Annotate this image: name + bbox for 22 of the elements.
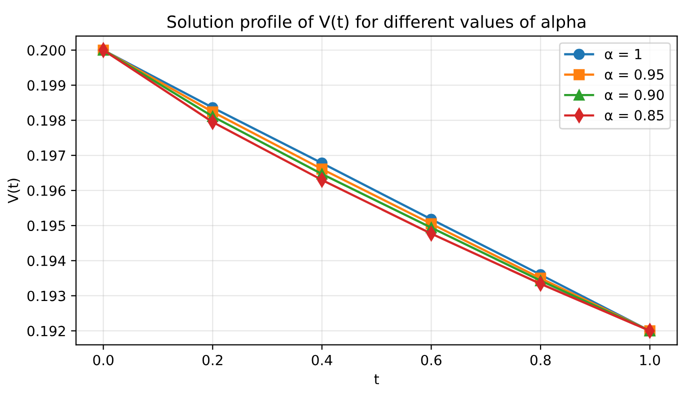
chart-title: Solution profile of V(t) for different values of alpha — [168, 15, 586, 32]
y-tick-label: 0.193 — [27, 290, 66, 302]
legend-label: α = 0.85 — [604, 110, 664, 120]
y-tick-label: 0.197 — [27, 150, 66, 161]
x-tick-label: 0.6 — [421, 354, 442, 366]
y-tick-label: 0.198 — [27, 115, 66, 126]
legend-label: α = 0.95 — [604, 69, 664, 80]
x-tick-label: 0.4 — [312, 354, 332, 366]
legend-label: α = 1 — [604, 49, 642, 60]
y-axis-title: V(t) — [8, 178, 20, 204]
legend-label: α = 0.90 — [604, 90, 664, 100]
y-tick-label: 0.200 — [27, 45, 66, 56]
y-tick-label: 0.195 — [27, 220, 66, 232]
x-tick-label: 0.2 — [202, 354, 222, 366]
x-axis-title: t — [374, 374, 379, 384]
x-tick-label: 0.0 — [93, 354, 114, 366]
y-tick-label: 0.194 — [27, 256, 66, 266]
y-tick-label: 0.196 — [27, 185, 66, 196]
y-tick-label: 0.199 — [27, 80, 66, 91]
x-tick-label: 0.8 — [530, 354, 551, 366]
y-tick-label: 0.192 — [27, 326, 65, 336]
x-tick-label: 1.0 — [640, 354, 660, 366]
